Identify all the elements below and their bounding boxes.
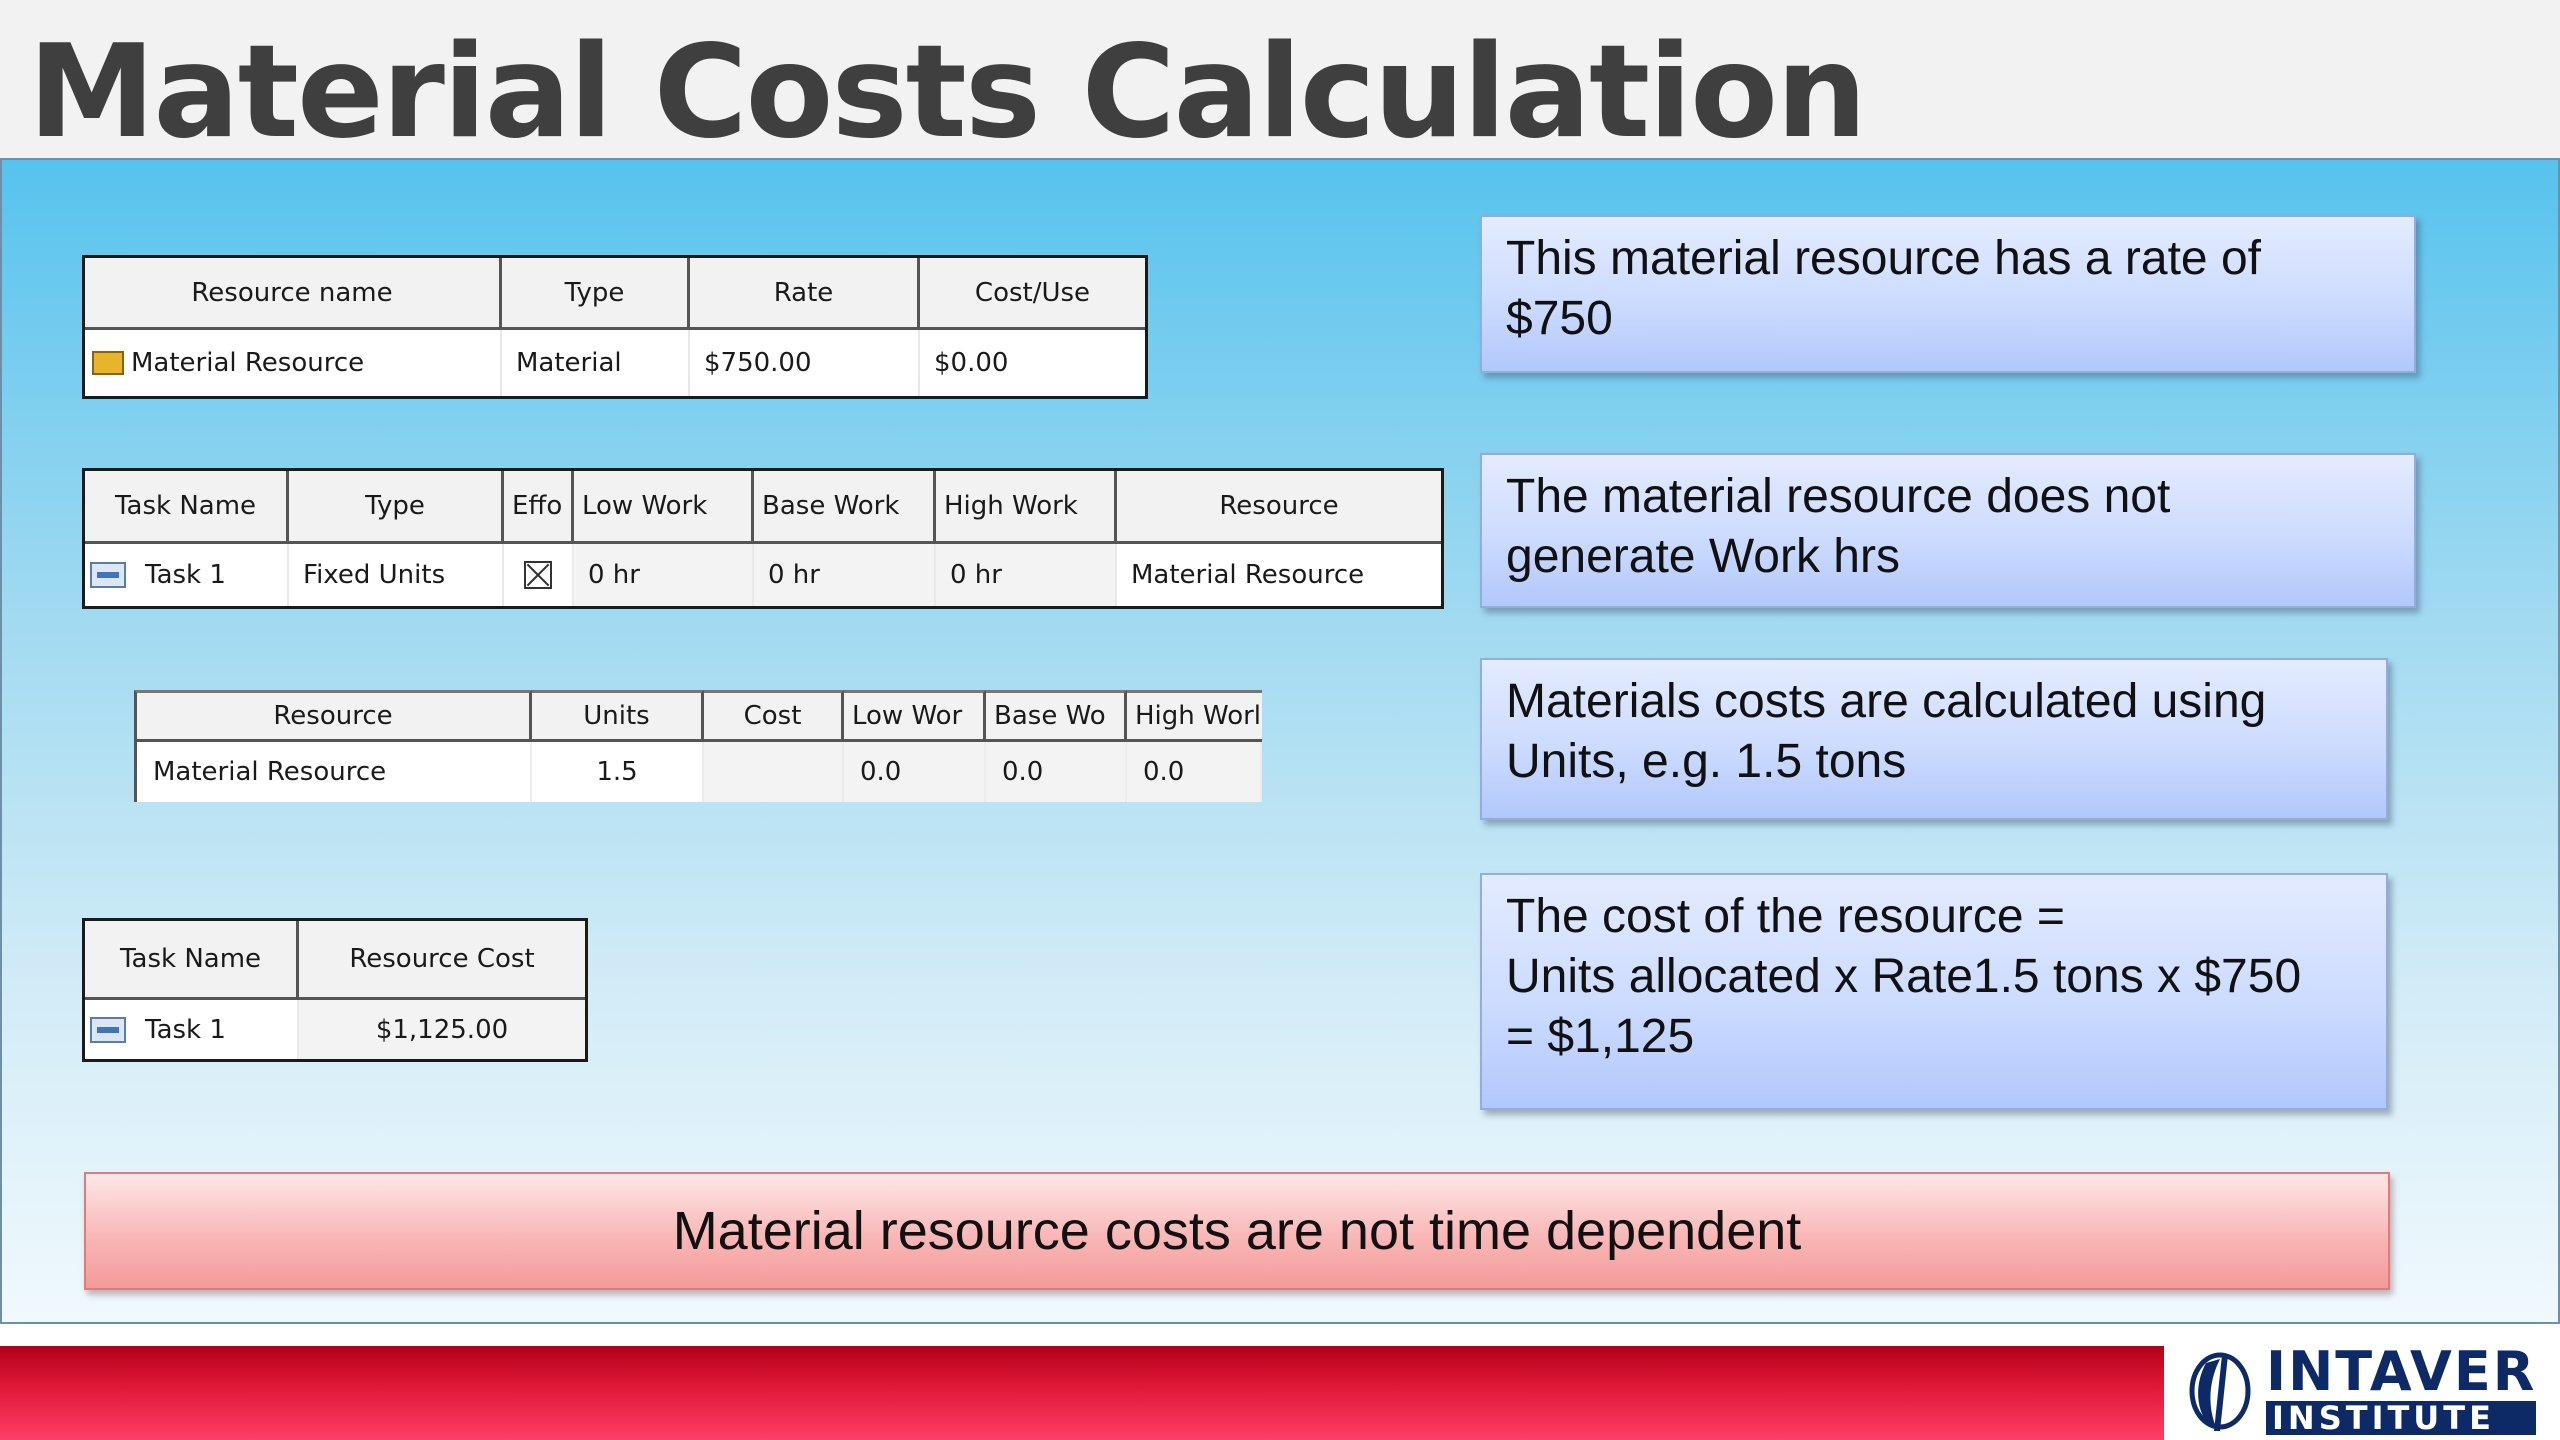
column-header-effort-driven[interactable]: Effo — [504, 471, 574, 544]
resource-name-cell[interactable]: Material Resource — [85, 330, 502, 396]
resource-type-cell[interactable]: Material — [502, 330, 690, 396]
assign-high-work-cell[interactable]: 0.0 — [1127, 742, 1262, 802]
logo-text-intaver: INTAVER — [2266, 1340, 2537, 1403]
task-table: Task Name Type Effo Low Work Base Work H… — [82, 468, 1444, 609]
resource-rate-cell[interactable]: $750.00 — [690, 330, 920, 396]
cost-task-name-cell[interactable]: Task 1 — [85, 1000, 299, 1059]
effort-driven-cell[interactable] — [504, 544, 574, 606]
base-work-cell[interactable]: 0 hr — [754, 544, 936, 606]
callout-units: Materials costs are calculated using Uni… — [1480, 658, 2388, 820]
slide-title: Material Costs Calculation — [28, 18, 1867, 167]
column-header-resource-cost[interactable]: Resource Cost — [299, 921, 585, 1000]
task-icon — [85, 1016, 131, 1043]
task-name-cell[interactable]: Task 1 — [85, 544, 289, 606]
checkbox-x-icon[interactable] — [524, 561, 552, 589]
column-header-cost-use[interactable]: Cost/Use — [920, 258, 1145, 330]
callout-work-hours: The material resource does not generate … — [1480, 453, 2416, 608]
assign-base-work-cell[interactable]: 0.0 — [986, 742, 1127, 802]
task-resource-cell[interactable]: Material Resource — [1117, 544, 1441, 606]
column-header-type[interactable]: Type — [502, 258, 690, 330]
assign-low-work-cell[interactable]: 0.0 — [844, 742, 986, 802]
assign-resource-cell[interactable]: Material Resource — [134, 742, 532, 802]
assignment-table: Resource Units Cost Low Wor Base Wo High… — [134, 690, 1262, 802]
resource-table-header: Resource name Type Rate Cost/Use — [85, 258, 1145, 330]
title-bar: Material Costs Calculation — [0, 0, 2560, 167]
material-resource-icon — [85, 351, 131, 375]
column-header-task-type[interactable]: Type — [289, 471, 504, 544]
column-header-assign-resource[interactable]: Resource — [134, 690, 532, 742]
intaver-logo-icon — [2189, 1352, 2251, 1431]
column-header-cost-task-name[interactable]: Task Name — [85, 921, 299, 1000]
task-name: Task 1 — [145, 560, 226, 590]
assignment-table-header: Resource Units Cost Low Wor Base Wo High… — [134, 690, 1262, 742]
table-row[interactable]: Task 1 Fixed Units 0 hr 0 hr 0 hr Materi… — [85, 544, 1441, 606]
column-header-task-name[interactable]: Task Name — [85, 471, 289, 544]
assign-cost-cell[interactable] — [704, 742, 844, 802]
table-row[interactable]: Material Resource 1.5 0.0 0.0 0.0 — [134, 742, 1262, 802]
callout-cost-formula: The cost of the resource = Units allocat… — [1480, 873, 2388, 1110]
column-header-cost[interactable]: Cost — [704, 690, 844, 742]
assign-units-cell[interactable]: 1.5 — [532, 742, 704, 802]
task-icon — [85, 562, 131, 588]
column-header-low-work[interactable]: Low Work — [574, 471, 754, 544]
high-work-cell[interactable]: 0 hr — [936, 544, 1117, 606]
task-type-cell[interactable]: Fixed Units — [289, 544, 504, 606]
resource-cost-use-cell[interactable]: $0.00 — [920, 330, 1145, 396]
column-header-rate[interactable]: Rate — [690, 258, 920, 330]
cost-table: Task Name Resource Cost Task 1 $1,125.00 — [82, 918, 588, 1062]
resource-name: Material Resource — [131, 348, 365, 378]
column-header-resource[interactable]: Resource — [1117, 471, 1441, 544]
column-header-base-work[interactable]: Base Work — [754, 471, 936, 544]
resource-table: Resource name Type Rate Cost/Use Materia… — [82, 255, 1148, 399]
summary-banner: Material resource costs are not time dep… — [84, 1172, 2390, 1290]
low-work-cell[interactable]: 0 hr — [574, 544, 754, 606]
table-row[interactable]: Task 1 $1,125.00 — [85, 1000, 585, 1059]
callout-rate: This material resource has a rate of $75… — [1480, 215, 2416, 373]
task-table-header: Task Name Type Effo Low Work Base Work H… — [85, 471, 1441, 544]
column-header-high-work[interactable]: High Work — [936, 471, 1117, 544]
cost-task-name: Task 1 — [145, 1014, 226, 1045]
cost-table-header: Task Name Resource Cost — [85, 921, 585, 1000]
table-row[interactable]: Material Resource Material $750.00 $0.00 — [85, 330, 1145, 396]
intaver-logo: INTAVER INSTITUTE — [2168, 1340, 2560, 1440]
column-header-assign-low-work[interactable]: Low Wor — [844, 690, 986, 742]
column-header-assign-base-work[interactable]: Base Wo — [986, 690, 1127, 742]
logo-text-institute: INSTITUTE — [2266, 1401, 2537, 1435]
resource-cost-cell[interactable]: $1,125.00 — [299, 1000, 585, 1059]
footer-bar — [0, 1346, 2164, 1440]
column-header-units[interactable]: Units — [532, 690, 704, 742]
column-header-resource-name[interactable]: Resource name — [85, 258, 502, 330]
column-header-assign-high-work[interactable]: High Worl — [1127, 690, 1262, 742]
